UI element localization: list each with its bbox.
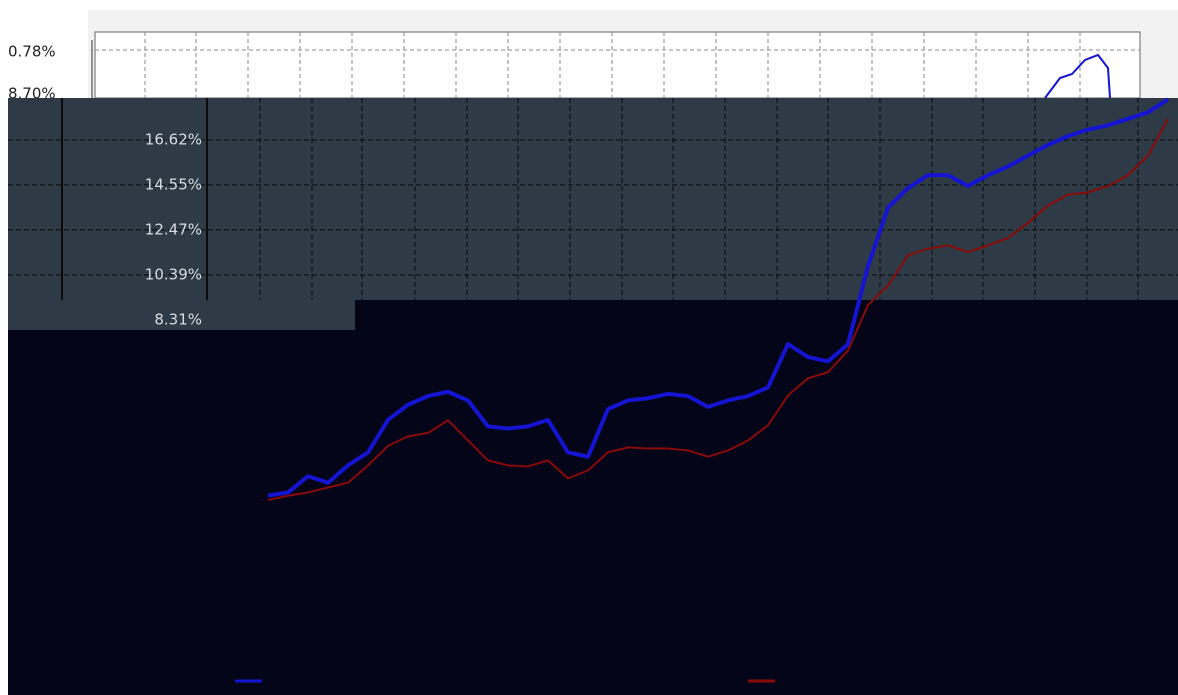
series-line <box>267 97 1170 498</box>
vertical-grid <box>259 98 1139 300</box>
y-tick-label: 14.55% <box>145 175 202 193</box>
plot-dark-region <box>8 300 1178 695</box>
series-line <box>267 118 1169 502</box>
y-tick-label: 10.39% <box>145 265 202 283</box>
y-tick-label: 16.62% <box>145 131 202 149</box>
top-plot <box>94 31 1141 99</box>
y-tick-label: 12.47% <box>145 220 202 238</box>
top-preview-line <box>1044 53 1111 99</box>
top-grid <box>95 32 1140 98</box>
glitch-strip <box>8 300 355 330</box>
top-label: 0.78% <box>8 43 56 61</box>
y-tick-label: 8.31% <box>154 311 202 329</box>
